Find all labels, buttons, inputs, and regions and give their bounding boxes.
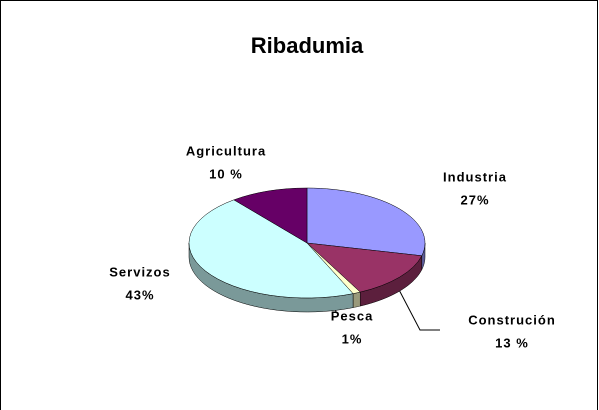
- slice-label: Pesca: [331, 308, 374, 323]
- leader-line: [395, 283, 440, 331]
- slice: [233, 187, 308, 244]
- slice-label: Servizos: [109, 264, 170, 279]
- pie: [188, 187, 426, 313]
- slice-value-label: 1%: [342, 331, 363, 346]
- slice-side: [352, 291, 361, 308]
- slice-value-label: 43%: [125, 287, 154, 302]
- slice-value-label: 10 %: [209, 166, 243, 181]
- slice-label: Agricultura: [186, 143, 266, 158]
- slice-label: Industria: [443, 169, 507, 184]
- slice: [306, 242, 423, 293]
- slice: [306, 187, 426, 257]
- slice: [188, 199, 354, 299]
- slice-label: Construción: [468, 312, 556, 327]
- chart-title: Ribadumia: [251, 33, 364, 58]
- slice-value-label: 13 %: [495, 335, 529, 350]
- slice-value-label: 27%: [460, 192, 489, 207]
